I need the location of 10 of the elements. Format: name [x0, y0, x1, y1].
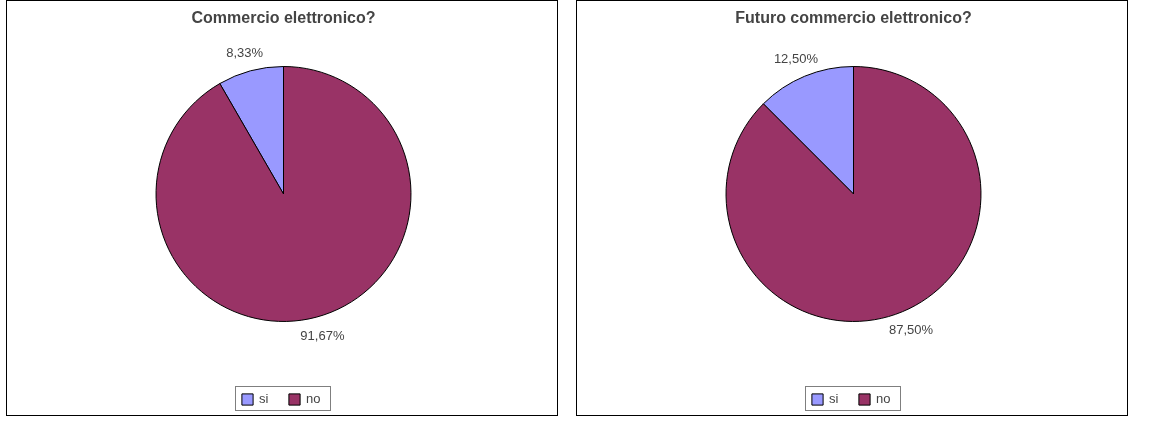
data-label: 87,50%: [889, 322, 934, 338]
legend-label: si: [259, 391, 270, 406]
data-label: 8,33%: [226, 44, 264, 60]
legend-label: no: [876, 391, 892, 406]
chart-title: Futuro commercio elettronico?: [735, 8, 972, 26]
legend-label: si: [829, 391, 840, 406]
data-label: 91,67%: [300, 328, 345, 344]
chart-title: Commercio elettronico?: [191, 8, 376, 26]
legend-label: no: [306, 391, 322, 406]
data-label: 12,50%: [773, 50, 819, 66]
